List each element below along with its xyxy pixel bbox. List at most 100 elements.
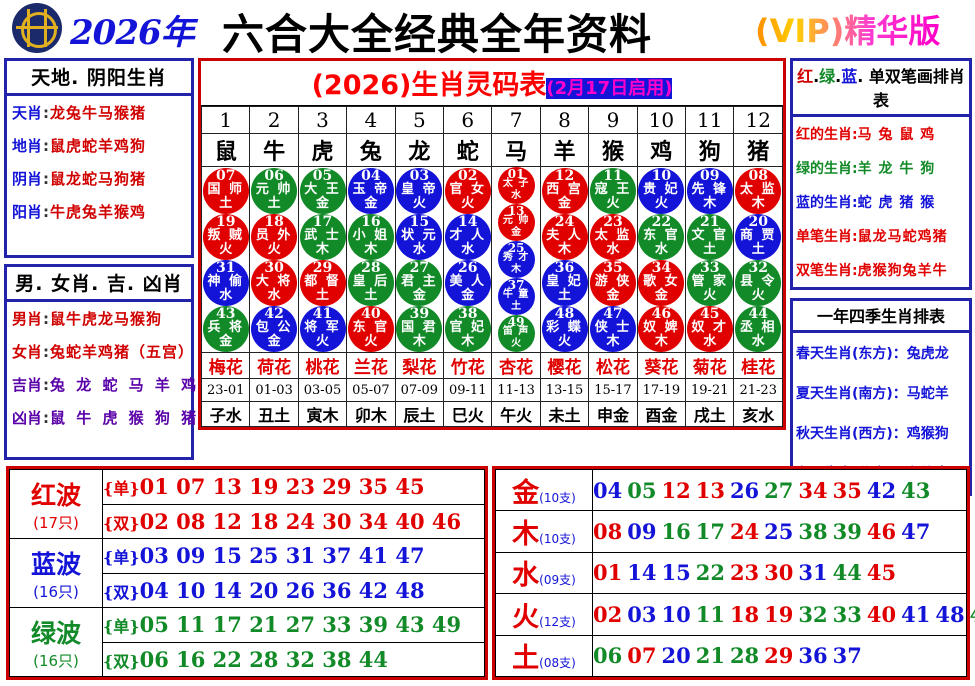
ball-element: 木 <box>511 264 522 275</box>
zodiac-number-ball[interactable]: 33 管 家火 <box>686 259 733 306</box>
zodiac-branch-cell: 卯木 <box>346 401 396 427</box>
zodiac-number-ball[interactable]: 17 武 士木 <box>299 213 346 260</box>
zodiac-hour-range-cell: 15-17 <box>588 378 638 402</box>
ball-number: 06 <box>264 167 284 184</box>
zodiac-ball-column: 12 西 宫金 24 夫 人木 36 皇 妃土 48 彩 蝶火 <box>539 166 590 353</box>
zodiac-attribute-separator: : <box>43 309 50 328</box>
zodiac-number-ball[interactable]: 06 元 帅土 <box>251 167 298 214</box>
zodiac-number-ball[interactable]: 31 神 偷水 <box>202 259 249 306</box>
zodiac-attribute-row: 男肖: 鼠牛虎龙马猴狗 <box>7 302 191 335</box>
zodiac-attribute-value: 鼠牛虎龙马猴狗 <box>50 310 163 328</box>
zodiac-number-ball[interactable]: 24 夫 人木 <box>541 213 588 260</box>
zodiac-attribute-value: 鼠虎蛇羊鸡狗 <box>50 137 147 155</box>
left-sidebar: 天地. 阴阳生肖 天肖: 龙兔牛马猴猪 地肖: 鼠虎蛇羊鸡狗 阴肖: 鼠龙蛇马狗猪 阳肖: 牛… <box>4 58 196 460</box>
element-number: 33 <box>832 601 862 627</box>
zodiac-number-ball[interactable]: 02 官 女火 <box>444 167 491 214</box>
zodiac-number-ball[interactable]: 35 游 侠金 <box>589 259 636 306</box>
zodiac-number-ball[interactable]: 43 兵 将金 <box>202 305 249 352</box>
zodiac-number-ball[interactable]: 22 东 官水 <box>638 213 685 260</box>
zodiac-number-ball[interactable]: 23 太 监水 <box>589 213 636 260</box>
element-numbers: 08 09 16 17 24 25 38 39 46 47 <box>592 510 967 553</box>
nanv-panel-caption: 男. 女肖. 吉. 凶肖 <box>7 267 191 302</box>
zodiac-number-ball[interactable]: 04 玉 帝金 <box>347 167 394 214</box>
zodiac-number-ball[interactable]: 40 东 官火 <box>347 305 394 352</box>
zodiac-number-ball[interactable]: 39 国 君木 <box>396 305 443 352</box>
zodiac-number-ball[interactable]: 44 丞 相水 <box>735 305 782 352</box>
zodiac-number-ball[interactable]: 16 小 姐木 <box>347 213 394 260</box>
zodiac-attribute-value: 龙兔牛马猴猪 <box>50 104 147 122</box>
zodiac-number-ball[interactable]: 29 都 督土 <box>299 259 346 306</box>
zodiac-number-ball[interactable]: 49 笛 声火 <box>497 315 535 352</box>
element-number: 10 <box>661 601 691 627</box>
element-numbers: 01 14 15 22 23 30 31 44 45 <box>592 551 967 595</box>
ball-role: 管 家 <box>691 273 729 289</box>
zodiac-attribute-key: 地肖 <box>12 137 43 155</box>
zodiac-number-ball[interactable]: 26 美 人金 <box>444 259 491 306</box>
wave-name: 绿波 <box>30 618 81 648</box>
zodiac-number-ball[interactable]: 18 员 外火 <box>251 213 298 260</box>
ball-number: 20 <box>748 213 768 230</box>
zodiac-number-ball[interactable]: 32 县 令火 <box>735 259 782 306</box>
zodiac-number-ball[interactable]: 48 彩 蝶火 <box>541 305 588 352</box>
ball-element: 水 <box>412 241 426 257</box>
zodiac-number-ball[interactable]: 14 才 人水 <box>444 213 491 260</box>
zodiac-number-ball[interactable]: 30 大 将水 <box>251 259 298 306</box>
ball-element: 金 <box>654 287 668 303</box>
zodiac-number-ball[interactable]: 47 侠 士木 <box>589 305 636 352</box>
zodiac-number-ball[interactable]: 09 先 锋木 <box>686 167 733 214</box>
zodiac-number-ball[interactable]: 03 皇 帝火 <box>396 167 443 214</box>
zodiac-number-ball[interactable]: 13 元 帅金 <box>497 204 535 241</box>
zodiac-number-ball[interactable]: 34 歌 女金 <box>638 259 685 306</box>
element-row: 土(08支) 06 07 20 21 28 29 36 37 <box>495 634 967 678</box>
color-stroke-value: 蛇 虎 猪 猴 <box>857 195 936 211</box>
zodiac-number-ball[interactable]: 46 奴 婢木 <box>638 305 685 352</box>
zodiac-number-ball[interactable]: 01 太 子水 <box>497 167 535 204</box>
element-number: 48 <box>935 601 965 627</box>
ball-number: 32 <box>748 259 768 276</box>
zodiac-number-ball[interactable]: 10 贵 妃火 <box>638 167 685 214</box>
ball-element: 木 <box>751 195 765 211</box>
zodiac-number-ball[interactable]: 28 皇 后土 <box>347 259 394 306</box>
ball-number: 08 <box>748 167 768 184</box>
ball-role: 元 帅 <box>502 215 530 226</box>
zodiac-number-ball[interactable]: 42 包 公金 <box>251 305 298 352</box>
zodiac-number-ball[interactable]: 19 叛 贼火 <box>202 213 249 260</box>
zodiac-number-ball[interactable]: 08 太 监木 <box>735 167 782 214</box>
zodiac-number-ball[interactable]: 15 状 元水 <box>396 213 443 260</box>
ball-number: 43 <box>215 305 236 322</box>
zodiac-number-ball[interactable]: 45 奴 才水 <box>686 305 733 352</box>
zodiac-number-ball[interactable]: 05 大 王金 <box>299 167 346 214</box>
ball-number: 38 <box>457 305 478 322</box>
wave-odd-tag: {单} <box>103 548 140 568</box>
zodiac-branch-cell: 未土 <box>539 401 590 427</box>
zodiac-attribute-row: 女肖: 兔蛇羊鸡猪（五宫） <box>7 335 193 368</box>
zodiac-number-ball[interactable]: 11 寇 王火 <box>589 167 636 214</box>
zodiac-number-ball[interactable]: 36 皇 妃土 <box>541 259 588 306</box>
ball-element: 火 <box>606 195 620 211</box>
zodiac-number-ball[interactable]: 07 国 师土 <box>202 167 249 214</box>
zodiac-index-cell: 10 <box>636 106 687 134</box>
zodiac-number-ball[interactable]: 21 文 官土 <box>686 213 733 260</box>
zodiac-number-ball[interactable]: 41 将 军火 <box>299 305 346 352</box>
zodiac-attribute-value: 兔 龙 蛇 马 羊 鸡 <box>50 376 200 394</box>
element-number: 07 <box>627 643 657 669</box>
zodiac-number-ball[interactable]: 20 商 贾土 <box>735 213 782 260</box>
ball-element: 水 <box>654 241 668 257</box>
color-stroke-row: 双笔生肖:虎猴狗兔羊牛 <box>793 253 969 287</box>
season-row: 秋天生肖(西方)：鸡猴狗 <box>796 426 949 442</box>
zodiac-number-ball[interactable]: 37 牛 童土 <box>497 278 535 315</box>
zodiac-number-ball[interactable]: 25 秀 才木 <box>497 241 535 278</box>
ball-element: 火 <box>751 287 765 303</box>
zodiac-number-ball[interactable]: 27 君 主金 <box>396 259 443 306</box>
zodiac-branch-cell: 亥水 <box>733 401 783 427</box>
zodiac-attribute-key: 阴肖 <box>12 170 43 188</box>
zodiac-number-ball[interactable]: 12 西 宫金 <box>541 167 588 214</box>
ball-role: 官 妃 <box>449 319 486 335</box>
zodiac-number-ball[interactable]: 38 官 妃木 <box>444 305 491 352</box>
ball-role: 西 宫 <box>546 181 583 197</box>
element-row: 木(10支) 08 09 16 17 24 25 38 39 46 47 <box>495 510 967 553</box>
ball-element: 木 <box>558 241 572 257</box>
page-title: 六合大全经典全年资料 <box>222 10 653 59</box>
ball-number: 46 <box>651 305 672 322</box>
element-number: 41 <box>901 601 931 627</box>
